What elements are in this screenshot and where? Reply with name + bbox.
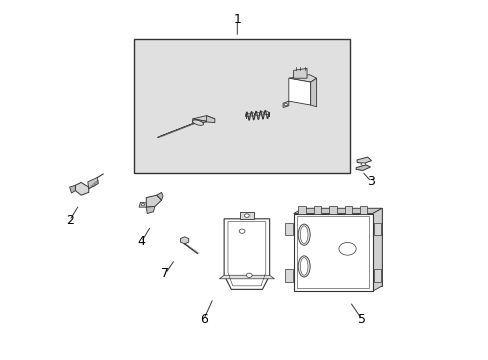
Circle shape — [244, 214, 249, 217]
Polygon shape — [283, 101, 288, 108]
Polygon shape — [192, 119, 206, 124]
Bar — [134, 39, 349, 173]
Polygon shape — [372, 208, 382, 291]
Polygon shape — [69, 185, 75, 193]
Bar — [328, 207, 336, 213]
Polygon shape — [219, 275, 274, 279]
Polygon shape — [356, 157, 371, 163]
Polygon shape — [158, 123, 194, 138]
Polygon shape — [293, 68, 306, 78]
Polygon shape — [293, 208, 382, 213]
Polygon shape — [288, 75, 316, 82]
Text: 2: 2 — [65, 214, 73, 227]
Bar — [297, 216, 368, 288]
Polygon shape — [157, 192, 163, 200]
Polygon shape — [355, 165, 370, 171]
Bar — [285, 269, 292, 282]
Ellipse shape — [298, 256, 309, 277]
Bar — [298, 207, 305, 213]
Bar — [285, 223, 292, 235]
Text: 6: 6 — [200, 313, 207, 326]
Text: 3: 3 — [367, 175, 375, 188]
Bar — [360, 207, 366, 213]
Polygon shape — [288, 78, 310, 105]
Polygon shape — [88, 177, 98, 189]
Polygon shape — [303, 208, 382, 286]
Ellipse shape — [300, 226, 307, 243]
Ellipse shape — [192, 120, 203, 125]
Text: 1: 1 — [233, 13, 241, 26]
Circle shape — [246, 273, 252, 277]
Text: 7: 7 — [161, 267, 169, 280]
Ellipse shape — [284, 104, 287, 106]
Ellipse shape — [141, 204, 144, 206]
Bar — [373, 223, 380, 235]
Polygon shape — [146, 195, 161, 207]
Polygon shape — [206, 116, 214, 123]
Text: 4: 4 — [137, 235, 145, 248]
Polygon shape — [310, 78, 316, 107]
Circle shape — [338, 242, 355, 255]
Polygon shape — [224, 219, 269, 289]
Bar — [344, 207, 351, 213]
Text: 5: 5 — [357, 313, 365, 326]
Polygon shape — [192, 116, 214, 121]
Bar — [239, 212, 254, 219]
Polygon shape — [146, 207, 155, 213]
Polygon shape — [75, 183, 89, 195]
Circle shape — [239, 229, 244, 233]
Ellipse shape — [298, 224, 309, 245]
Ellipse shape — [360, 163, 365, 165]
Polygon shape — [139, 202, 146, 207]
Bar — [313, 207, 321, 213]
Ellipse shape — [300, 258, 307, 275]
Bar — [373, 269, 380, 282]
Bar — [293, 213, 372, 291]
